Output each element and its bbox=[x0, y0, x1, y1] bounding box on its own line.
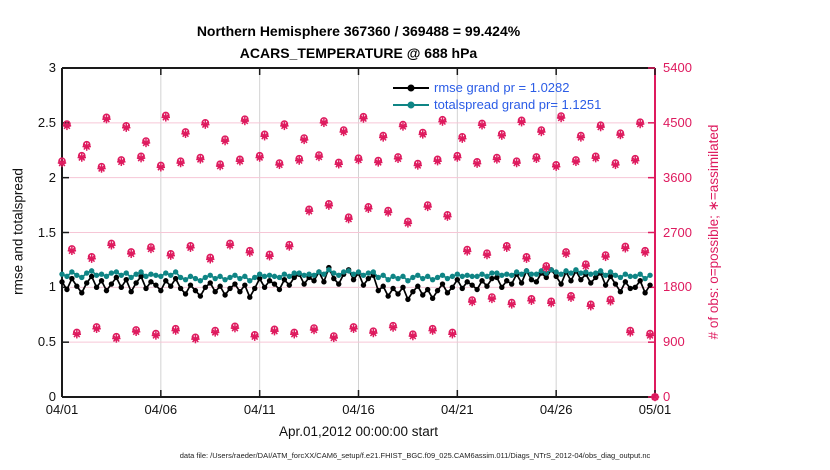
plot-area bbox=[57, 67, 660, 402]
rmse-legend-label: rmse grand pr = 1.0282 bbox=[434, 80, 570, 95]
figure-title-line2: ACARS_TEMPERATURE @ 688 hPa bbox=[239, 45, 478, 61]
obs-assimilated-series bbox=[57, 113, 660, 402]
x-tick-0406: 04/06 bbox=[144, 402, 178, 417]
legend: rmse grand pr = 1.0282 totalspread grand… bbox=[393, 79, 601, 113]
data-file-path: data file: /Users/raeder/DAI/ATM_forcXX/… bbox=[179, 451, 651, 460]
x-tick-0411: 04/11 bbox=[243, 402, 276, 417]
y-left-tick-0: 0 bbox=[48, 389, 56, 404]
y-right-tick-3600: 3600 bbox=[663, 169, 692, 185]
rmse-line-swatch bbox=[393, 84, 429, 91]
y-left-tick-2: 2 bbox=[48, 169, 56, 185]
gridlines bbox=[62, 68, 655, 397]
y-left-tick-0.5: 0.5 bbox=[37, 334, 56, 350]
totalspread-line-swatch bbox=[393, 101, 429, 108]
rmse-marker-icon bbox=[407, 84, 415, 91]
y-right-tick-900: 900 bbox=[663, 334, 685, 350]
legend-item-rmse: rmse grand pr = 1.0282 bbox=[393, 79, 601, 96]
x-tick-0501: 05/01 bbox=[638, 402, 672, 417]
totalspread-series bbox=[59, 267, 653, 284]
legend-item-totalspread: totalspread grand pr= 1.1251 bbox=[393, 96, 601, 113]
y-right-tick-1800: 1800 bbox=[663, 279, 692, 295]
figure-title-line1: Northern Hemisphere 367360 / 369488 = 99… bbox=[196, 23, 521, 39]
x-tick-0401: 04/01 bbox=[45, 402, 79, 417]
y-right-tick-0: 0 bbox=[663, 389, 671, 404]
totalspread-marker-icon bbox=[407, 101, 415, 108]
x-axis-label: Apr.01,2012 00:00:00 start bbox=[278, 424, 439, 439]
y-right-tick-2700: 2700 bbox=[663, 224, 692, 240]
x-tick-0416: 04/16 bbox=[342, 402, 375, 417]
y-right-tick-4500: 4500 bbox=[663, 114, 692, 130]
y-left-tick-2.5: 2.5 bbox=[37, 114, 56, 130]
y-right-tick-5400: 5400 bbox=[663, 60, 692, 75]
y-left-tick-1: 1 bbox=[48, 279, 56, 295]
x-tick-0426: 04/26 bbox=[539, 402, 573, 417]
x-tick-0421: 04/21 bbox=[441, 402, 474, 417]
totalspread-legend-label: totalspread grand pr= 1.1251 bbox=[434, 97, 602, 112]
y-left-tick-3: 3 bbox=[48, 60, 56, 75]
y-left-tick-1.5: 1.5 bbox=[37, 224, 56, 240]
